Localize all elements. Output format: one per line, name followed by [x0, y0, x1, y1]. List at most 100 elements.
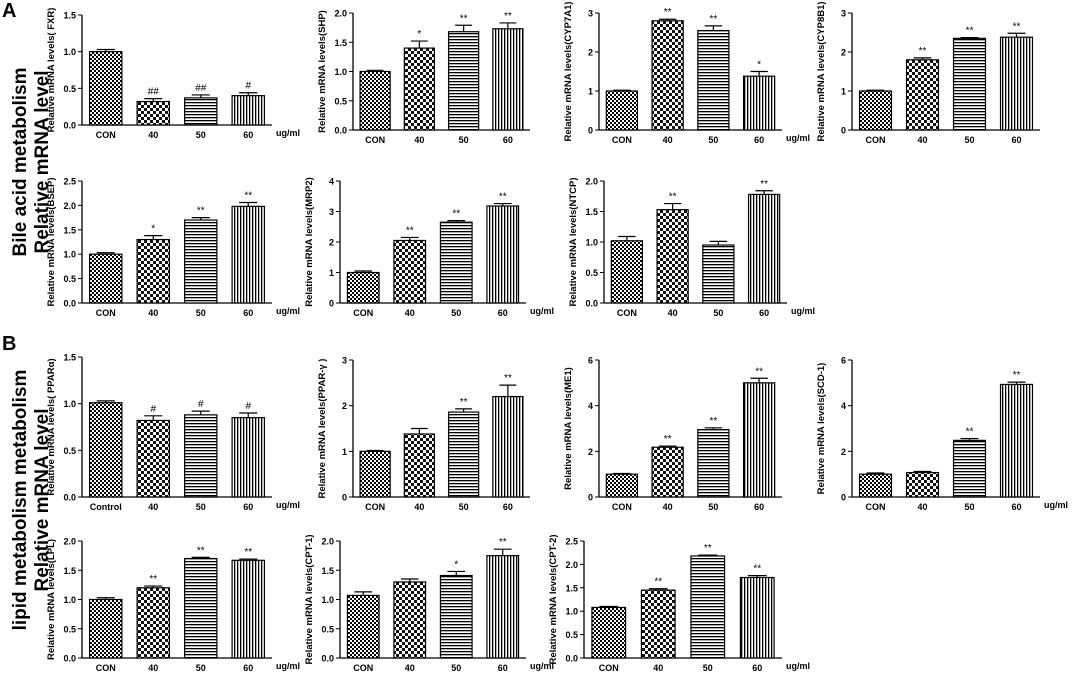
- bar: [184, 97, 218, 126]
- significance-label: **: [499, 192, 507, 203]
- x-unit-label: ug/ml: [786, 133, 810, 143]
- bar: [136, 100, 171, 126]
- chart-shp: 0.0 0.5 1.0 1.5 2.0 Relative mRNA levels(SHP)…: [317, 9, 530, 145]
- bar: [231, 95, 266, 126]
- y-axis-label: Relative mRNA levels( FXR): [46, 8, 57, 133]
- significance-label: **: [504, 373, 512, 384]
- y-axis-label: Relative mRNA levels(ME1): [563, 367, 574, 490]
- x-tick-label: 50: [703, 663, 713, 673]
- y-tick-label: 1.5: [321, 566, 334, 576]
- panel-a-letter: A: [2, 0, 17, 22]
- significance-label: #: [198, 399, 204, 410]
- y-tick-label: 2.5: [565, 537, 578, 547]
- bar: [605, 90, 639, 131]
- bar: [952, 37, 987, 131]
- y-axis-label: Relative mRNA levels(BSEP): [46, 177, 57, 306]
- bar: [697, 429, 730, 498]
- x-tick-label: 60: [243, 308, 253, 318]
- bar: [858, 90, 893, 131]
- bar: [136, 238, 171, 304]
- y-tick-label: 3: [588, 9, 593, 19]
- y-tick-label: 1: [329, 268, 334, 278]
- bar: [439, 221, 473, 304]
- x-tick-label: Control: [90, 502, 122, 512]
- x-tick-label: 60: [1011, 502, 1021, 512]
- bar: [742, 382, 776, 498]
- x-tick-label: 60: [503, 502, 513, 512]
- chart-cpt2: 0.0 0.5 1.0 1.5 2.0 2.5 Relative mRNA levels(C…: [548, 534, 810, 673]
- bar: [184, 557, 218, 659]
- bar: [492, 28, 524, 131]
- y-tick-label: 2.0: [63, 201, 76, 211]
- x-tick-label: 50: [451, 663, 461, 673]
- x-tick-label: 50: [196, 502, 206, 512]
- x-tick-label: 40: [668, 308, 678, 318]
- significance-label: **: [664, 7, 672, 18]
- y-tick-label: 0.0: [565, 654, 578, 664]
- significance-label: **: [654, 577, 662, 588]
- y-tick-label: 2.0: [565, 560, 578, 570]
- x-tick-label: 40: [414, 502, 424, 512]
- significance-label: #: [245, 81, 251, 92]
- bar: [88, 51, 123, 126]
- y-tick-label: 1.0: [63, 595, 76, 605]
- y-tick-label: 0: [588, 493, 593, 503]
- y-tick-label: 2: [588, 48, 593, 58]
- bar: [403, 433, 436, 498]
- x-tick-label: 50: [196, 130, 206, 140]
- significance-label: **: [499, 537, 507, 548]
- x-tick-label: CON: [617, 308, 637, 318]
- x-tick-label: 60: [759, 308, 769, 318]
- bar: [136, 587, 171, 659]
- y-tick-label: 2.5: [63, 177, 76, 187]
- y-tick-label: 1.0: [63, 250, 76, 260]
- y-tick-label: 0.0: [334, 126, 347, 136]
- significance-label: **: [664, 434, 672, 445]
- bar: [231, 205, 266, 304]
- x-tick-label: 60: [752, 663, 762, 673]
- bar: [136, 419, 171, 498]
- bar: [610, 240, 644, 304]
- bar: [858, 473, 893, 498]
- y-tick-label: 2.0: [321, 537, 334, 547]
- y-tick-label: 0.5: [63, 624, 76, 634]
- significance-label: **: [244, 547, 252, 558]
- significance-label: #: [245, 401, 251, 412]
- x-tick-label: 40: [148, 663, 158, 673]
- significance-label: **: [966, 26, 974, 37]
- x-tick-label: CON: [96, 130, 116, 140]
- bar: [486, 555, 520, 659]
- bar: [439, 574, 473, 659]
- bar: [184, 219, 218, 304]
- x-tick-label: 60: [498, 663, 508, 673]
- significance-label: *: [151, 224, 155, 235]
- y-tick-label: 1.0: [321, 595, 334, 605]
- y-axis-label: Relative mRNA levels(CPT-2): [548, 534, 559, 664]
- y-axis-label: Relative mRNA levels(CYP7A1): [563, 1, 574, 141]
- bar: [591, 606, 627, 659]
- y-tick-label: 1.0: [63, 47, 76, 57]
- y-tick-label: 1.5: [63, 11, 76, 21]
- bar: [640, 589, 676, 659]
- bar: [742, 75, 776, 131]
- y-tick-label: 4: [329, 177, 334, 187]
- x-unit-label: ug/ml: [530, 661, 554, 671]
- x-tick-label: CON: [599, 663, 619, 673]
- y-axis-label: Relative mRNA levels(SHP): [317, 10, 328, 133]
- x-tick-label: 50: [708, 502, 718, 512]
- significance-label: **: [669, 192, 677, 203]
- y-tick-label: 2: [841, 48, 846, 58]
- x-unit-label: ug/ml: [276, 500, 300, 510]
- y-tick-label: 1.5: [334, 38, 347, 48]
- x-tick-label: 50: [196, 663, 206, 673]
- y-tick-label: 0: [841, 126, 846, 136]
- x-unit-label: ug/ml: [276, 128, 300, 138]
- y-tick-label: 1: [342, 447, 347, 457]
- y-axis-label: Relative mRNA levels(PPAR-γ ): [317, 359, 328, 499]
- x-tick-label: 60: [503, 135, 513, 145]
- x-tick-label: CON: [365, 135, 385, 145]
- significance-label: **: [504, 11, 512, 22]
- panel-b-letter: B: [2, 333, 17, 355]
- y-tick-label: 1.5: [63, 566, 76, 576]
- y-tick-label: 2: [841, 447, 846, 457]
